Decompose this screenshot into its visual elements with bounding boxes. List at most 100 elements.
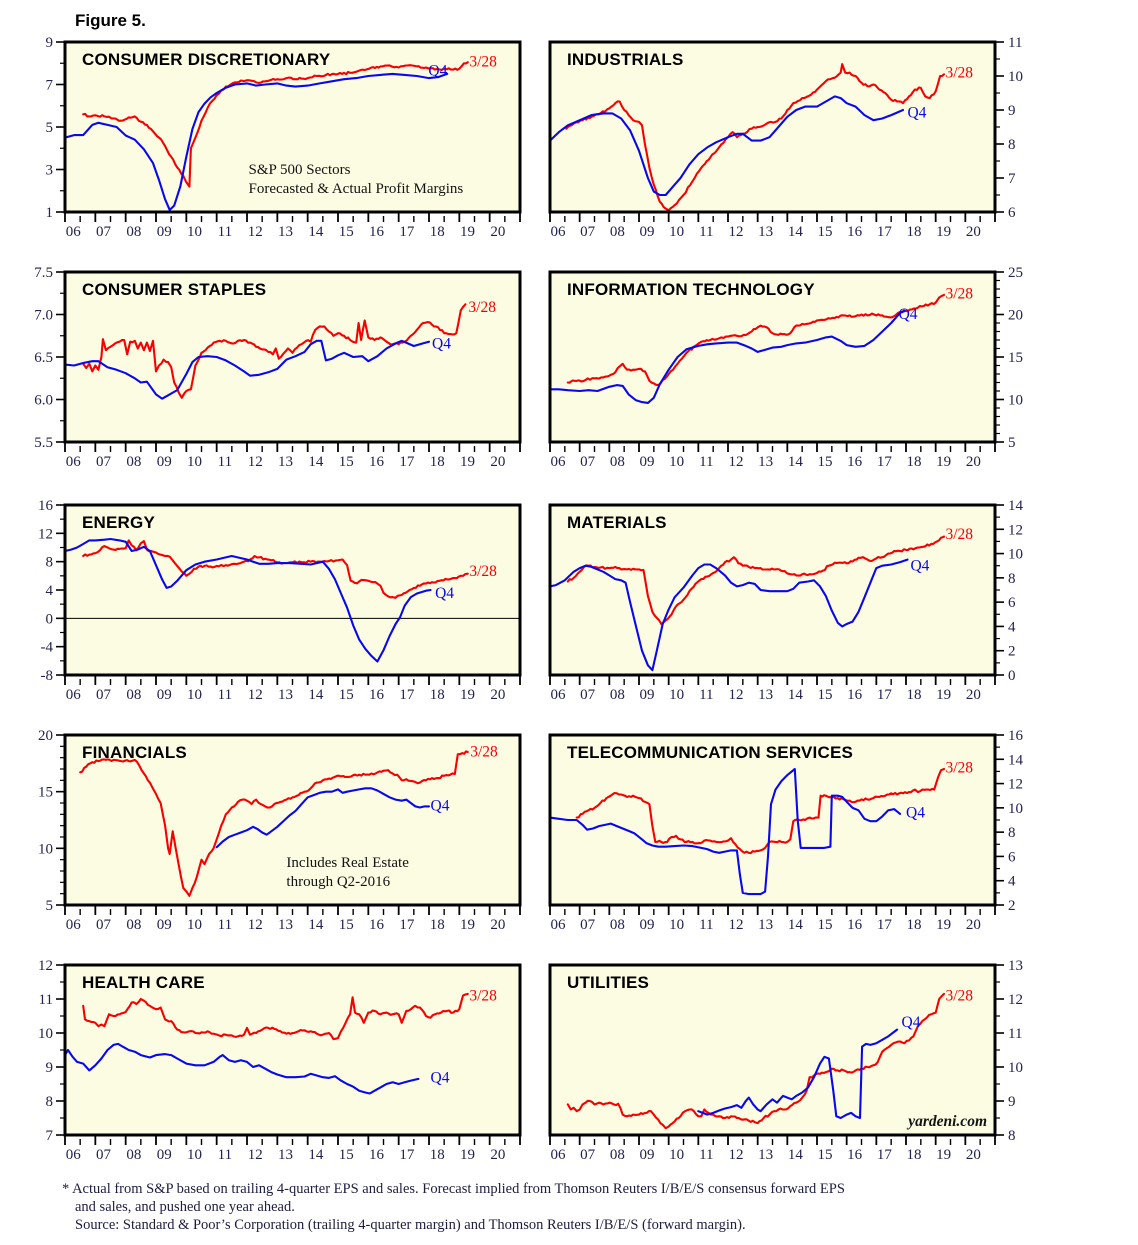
x-tick-label: 11 xyxy=(699,454,713,470)
y-tick-label: 10 xyxy=(1008,393,1023,409)
y-tick-label: 5.5 xyxy=(34,435,53,451)
chart-svg-telecommunication-services: 06 07 08 09 10 11 12 13 14 15 16 17 18 19 20 2 4 6 8 10 12 14… xyxy=(548,728,1024,933)
x-tick-label: 08 xyxy=(126,1147,141,1163)
x-tick-label: 17 xyxy=(399,1147,415,1163)
y-tick-label: 20 xyxy=(38,728,53,744)
x-tick-label: 11 xyxy=(218,224,232,240)
x-tick-label: 20 xyxy=(490,224,505,240)
x-tick-label: 16 xyxy=(369,687,385,703)
x-tick-label: 13 xyxy=(278,917,293,933)
x-tick-label: 14 xyxy=(308,687,324,703)
footnote-line-1: * Actual from S&P based on trailing 4-qu… xyxy=(62,1181,845,1197)
x-tick-label: 13 xyxy=(278,687,293,703)
forecast-label: 3/28 xyxy=(469,988,497,1005)
chart-svg-utilities: 06 07 08 09 10 11 12 13 14 15 16 17 18 19 20 8 9 10 11 12 13… xyxy=(548,958,1023,1163)
forecast-line-materials xyxy=(566,535,946,626)
y-tick-label: 6 xyxy=(1008,205,1016,221)
chart-title: UTILITIES xyxy=(567,973,649,992)
chart-title: CONSUMER DISCRETIONARY xyxy=(82,50,331,69)
y-tick-label: 6.0 xyxy=(34,393,53,409)
chart-materials: 06 07 08 09 10 11 12 13 14 15 16 17 18 19 20 0 2 4 6 8 10 12 1… xyxy=(540,491,1100,711)
x-tick-label: 20 xyxy=(490,687,505,703)
x-tick-label: 13 xyxy=(758,454,773,470)
x-tick-label: 16 xyxy=(369,1147,385,1163)
x-tick-label: 08 xyxy=(610,454,625,470)
actual-line-materials xyxy=(548,558,909,672)
x-tick-label: 18 xyxy=(430,224,445,240)
x-tick-label: 13 xyxy=(758,1147,773,1163)
figure-title: Figure 5. xyxy=(75,11,146,30)
x-tick-label: 17 xyxy=(399,917,415,933)
x-tick-label: 14 xyxy=(788,917,804,933)
x-tick-label: 16 xyxy=(369,224,385,240)
x-tick-label: 08 xyxy=(610,1147,625,1163)
actual-label: Q4 xyxy=(899,306,918,323)
x-tick-label: 20 xyxy=(490,454,505,470)
chart-title: FINANCIALS xyxy=(82,743,187,762)
y-tick-label: 5 xyxy=(1008,435,1016,451)
x-tick-label: 13 xyxy=(278,224,293,240)
actual-label: Q4 xyxy=(428,63,447,80)
y-tick-label: 7 xyxy=(46,1128,54,1144)
y-tick-label: 4 xyxy=(46,583,54,599)
x-tick-label: 15 xyxy=(339,687,354,703)
footnote: * Actual from S&P based on trailing 4-qu… xyxy=(62,1180,1102,1234)
chart-consumer-staples: 06 07 08 09 10 11 12 13 14 15 16 17 18 19 20 5.5 6.0 6.5 7… xyxy=(18,258,533,478)
actual-label: Q4 xyxy=(906,805,925,822)
y-tick-label: 2 xyxy=(1008,644,1016,660)
x-tick-label: 07 xyxy=(96,917,112,933)
x-tick-label: 07 xyxy=(580,224,596,240)
chart-title: INFORMATION TECHNOLOGY xyxy=(567,280,815,299)
y-tick-label: 6 xyxy=(1008,595,1016,611)
x-tick-label: 15 xyxy=(818,454,833,470)
y-tick-label: 13 xyxy=(1008,958,1023,974)
x-tick-label: 14 xyxy=(788,224,804,240)
y-tick-label: 8 xyxy=(1008,571,1016,587)
chart-note: Forecasted & Actual Profit Margins xyxy=(249,181,464,197)
x-tick-label: 11 xyxy=(218,917,232,933)
x-tick-label: 08 xyxy=(610,687,625,703)
chart-svg-financials: 06 07 08 09 10 11 12 13 14 15 16 17 18 19 20 5 10 15 20 FIN… xyxy=(38,728,522,933)
y-tick-label: 8 xyxy=(1008,137,1016,153)
actual-line-telecommunication-services xyxy=(548,767,902,896)
x-tick-label: 19 xyxy=(460,454,475,470)
x-tick-label: 13 xyxy=(758,917,773,933)
y-tick-label: 14 xyxy=(1008,752,1024,768)
y-tick-label: 16 xyxy=(1008,728,1024,744)
x-tick-label: 16 xyxy=(369,454,385,470)
x-tick-label: 13 xyxy=(278,454,293,470)
x-tick-label: 18 xyxy=(907,454,922,470)
x-tick-label: 14 xyxy=(788,454,804,470)
x-tick-label: 06 xyxy=(66,1147,82,1163)
x-tick-label: 18 xyxy=(907,1147,922,1163)
chart-svg-health-care: 06 07 08 09 10 11 12 13 14 15 16 17 18 19 20 7 8 9 10 11 12 H… xyxy=(38,958,522,1163)
x-tick-label: 12 xyxy=(729,1147,744,1163)
actual-line-financials xyxy=(215,787,431,849)
x-tick-label: 06 xyxy=(66,917,82,933)
x-tick-label: 09 xyxy=(157,454,172,470)
forecast-line-utilities xyxy=(566,992,946,1130)
x-tick-label: 11 xyxy=(218,454,232,470)
x-tick-label: 09 xyxy=(640,224,655,240)
footnote-line-3: Source: Standard & Poor’s Corporation (t… xyxy=(75,1217,746,1233)
y-tick-label: 7.5 xyxy=(34,265,53,281)
x-tick-label: 08 xyxy=(126,917,141,933)
x-tick-label: 09 xyxy=(157,224,172,240)
actual-line-utilities xyxy=(697,1028,899,1120)
actual-line-industrials xyxy=(548,95,905,197)
x-tick-label: 08 xyxy=(126,687,141,703)
x-tick-label: 19 xyxy=(460,687,475,703)
chart-title: ENERGY xyxy=(82,513,155,532)
x-tick-label: 17 xyxy=(877,454,893,470)
chart-information-technology: 06 07 08 09 10 11 12 13 14 15 16 17 18 19 20 5 10 15 20 25 I… xyxy=(540,258,1100,478)
y-tick-label: 8 xyxy=(46,1094,54,1110)
x-tick-label: 11 xyxy=(699,917,713,933)
x-tick-label: 20 xyxy=(966,224,981,240)
x-tick-label: 12 xyxy=(248,224,263,240)
forecast-label: 3/28 xyxy=(468,299,496,316)
y-tick-label: 9 xyxy=(46,1060,54,1076)
forecast-label: 3/28 xyxy=(470,744,498,761)
x-tick-label: 12 xyxy=(248,1147,263,1163)
x-tick-label: 09 xyxy=(157,1147,172,1163)
y-tick-label: 4 xyxy=(1008,619,1016,635)
